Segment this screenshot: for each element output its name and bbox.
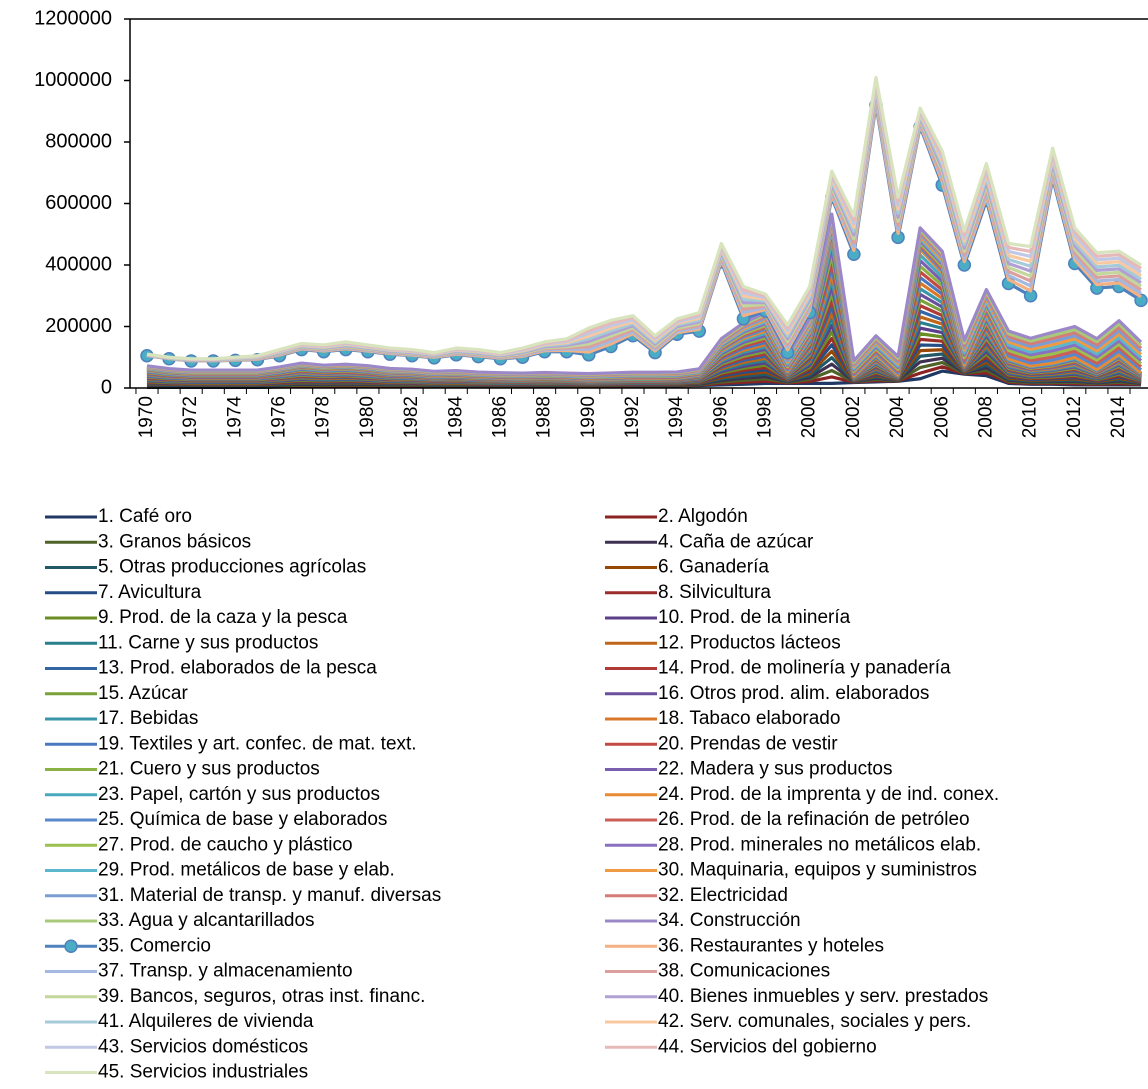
legend: 1. Café oro 2. Algodón 3. Granos básicos 4.…: [45, 506, 999, 1083]
series-line: [146, 75, 1142, 361]
legend-label: 23. Papel, cartón y sus productos: [98, 784, 380, 805]
series-line: [146, 212, 1143, 376]
x-tick-label: 2012: [1064, 396, 1085, 438]
legend-label: 39. Bancos, seguros, otras inst. financ.: [98, 986, 425, 1007]
x-tick-label: 2014: [1108, 396, 1129, 439]
legend-label: 21. Cuero y sus productos: [98, 759, 320, 780]
x-tick-label: 1986: [489, 396, 510, 438]
legend-label: 34. Construcción: [658, 910, 801, 931]
legend-label: 26. Prod. de la refinación de petróleo: [658, 809, 970, 830]
legend-label: 40. Bienes inmuebles y serv. prestados: [658, 986, 988, 1007]
x-tick-label: 2006: [931, 396, 952, 438]
y-tick-label: 1200000: [34, 7, 112, 29]
legend-label: 2. Algodón: [658, 506, 748, 527]
legend-label: 22. Madera y sus productos: [658, 759, 892, 780]
legend-label: 25. Química de base y elaborados: [98, 809, 387, 830]
legend-label: 18. Tabaco elaborado: [658, 708, 840, 729]
legend-label: 36. Restaurantes y hoteles: [658, 935, 884, 956]
x-tick-label: 1988: [534, 396, 555, 438]
legend-label: 6. Ganadería: [658, 557, 769, 578]
legend-label: 7. Avicultura: [98, 582, 202, 603]
y-tick-label: 1000000: [34, 69, 112, 91]
x-tick-label: 1972: [180, 396, 201, 438]
legend-label: 19. Textiles y art. confec. de mat. text…: [98, 733, 417, 754]
legend-label: 9. Prod. de la caza y la pesca: [98, 607, 348, 628]
legend-label: 14. Prod. de molinería y panadería: [658, 658, 951, 679]
x-tick-label: 1990: [578, 396, 599, 438]
legend-label: 5. Otras producciones agrícolas: [98, 557, 366, 578]
x-tick-label: 1994: [666, 396, 687, 439]
x-tick-label: 2010: [1020, 396, 1041, 438]
point-marker: [1134, 293, 1148, 308]
series-lines: [140, 75, 1148, 389]
legend-label: 41. Alquileres de vivienda: [98, 1011, 314, 1032]
legend-label: 42. Serv. comunales, sociales y pers.: [658, 1011, 971, 1032]
x-tick-label: 1976: [269, 396, 290, 438]
x-tick-label: 1980: [357, 396, 378, 438]
x-tick-label: 2004: [887, 396, 908, 439]
legend-label: 12. Productos lácteos: [658, 632, 841, 653]
y-tick-label: 400000: [45, 253, 112, 275]
legend-label: 29. Prod. metálicos de base y elab.: [98, 860, 395, 881]
legend-label: 1. Café oro: [98, 506, 192, 527]
legend-label: 10. Prod. de la minería: [658, 607, 851, 628]
legend-label: 28. Prod. minerales no metálicos elab.: [658, 834, 981, 855]
legend-label: 27. Prod. de caucho y plástico: [98, 834, 353, 855]
x-tick-label: 1970: [136, 396, 157, 438]
legend-label: 37. Transp. y almacenamiento: [98, 961, 353, 982]
legend-label: 31. Material de transp. y manuf. diversa…: [98, 885, 441, 906]
x-tick-label: 1978: [313, 396, 334, 438]
x-tick-label: 1998: [755, 396, 776, 438]
legend-label: 17. Bebidas: [98, 708, 198, 729]
legend-label: 32. Electricidad: [658, 885, 788, 906]
legend-label: 45. Servicios industriales: [98, 1062, 308, 1083]
legend-label: 35. Comercio: [98, 935, 211, 956]
legend-label: 3. Granos básicos: [98, 531, 251, 552]
legend-label: 16. Otros prod. alim. elaborados: [658, 683, 929, 704]
x-tick-label: 1984: [445, 396, 466, 439]
legend-label: 4. Caña de azúcar: [658, 531, 814, 552]
legend-label: 38. Comunicaciones: [658, 961, 830, 982]
x-tick-label: 1974: [224, 396, 245, 439]
x-tick-label: 2002: [843, 396, 864, 438]
legend-label: 8. Silvicultura: [658, 582, 771, 603]
y-tick-label: 800000: [45, 130, 112, 152]
ticks: 0 200000 400000 600000 800000 1000000 1200000 1…: [34, 7, 1131, 439]
legend-label: 15. Azúcar: [98, 683, 188, 704]
legend-marker: [64, 939, 78, 953]
legend-label: 30. Maquinaria, equipos y suministros: [658, 860, 977, 881]
legend-label: 33. Agua y alcantarillados: [98, 910, 315, 931]
y-tick-label: 200000: [45, 315, 112, 337]
x-tick-label: 2000: [799, 396, 820, 438]
legend-label: 11. Carne y sus productos: [98, 632, 318, 653]
legend-label: 44. Servicios del gobierno: [658, 1036, 877, 1057]
x-tick-label: 1992: [622, 396, 643, 438]
x-tick-label: 2008: [975, 396, 996, 438]
y-tick-label: 600000: [45, 192, 112, 214]
legend-label: 13. Prod. elaborados de la pesca: [98, 658, 377, 679]
y-tick-label: 0: [101, 376, 112, 398]
legend-label: 20. Prendas de vestir: [658, 733, 838, 754]
legend-label: 43. Servicios domésticos: [98, 1036, 308, 1057]
x-tick-label: 1996: [710, 396, 731, 438]
legend-label: 24. Prod. de la imprenta y de ind. conex…: [658, 784, 999, 805]
x-tick-label: 1982: [401, 396, 422, 438]
